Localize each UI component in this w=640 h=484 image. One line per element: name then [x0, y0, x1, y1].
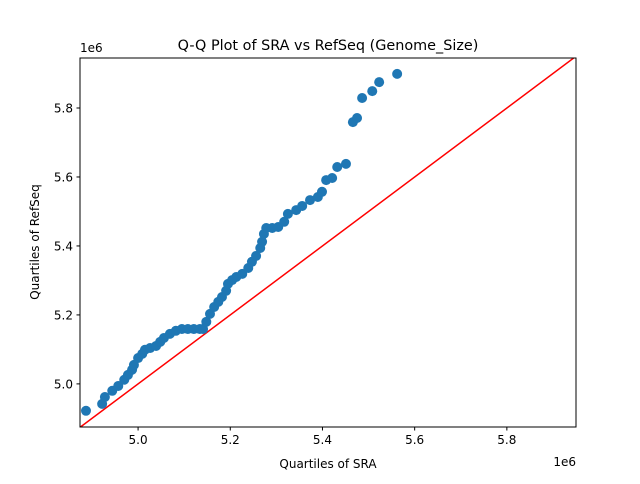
y-tick-label: 5.0 — [54, 377, 73, 391]
data-point — [317, 186, 328, 197]
data-point — [305, 195, 316, 206]
y-tick-label: 5.8 — [54, 102, 73, 116]
y-offset-label: 1e6 — [80, 41, 103, 55]
data-point — [367, 86, 378, 97]
data-point — [297, 200, 308, 211]
data-point — [357, 93, 368, 104]
data-point — [257, 236, 268, 247]
data-point — [279, 216, 290, 227]
data-point — [113, 380, 124, 391]
plot-frame — [79, 57, 577, 428]
data-point — [340, 158, 351, 169]
data-point — [251, 250, 262, 261]
x-tick-label: 5.6 — [405, 433, 424, 447]
data-point — [99, 391, 110, 402]
chart-title: Q-Q Plot of SRA vs RefSeq (Genome_Size) — [178, 38, 479, 54]
y-axis-label: Quartiles of RefSeq — [28, 184, 42, 300]
x-offset-label: 1e6 — [553, 455, 576, 469]
data-point — [352, 113, 363, 124]
y-tick-label: 5.6 — [54, 170, 73, 184]
y-tick-label: 5.4 — [54, 239, 73, 253]
data-point — [332, 161, 343, 172]
data-point — [80, 405, 91, 416]
data-point — [374, 77, 385, 88]
x-tick-label: 5.8 — [497, 433, 516, 447]
data-point — [327, 173, 338, 184]
x-tick-label: 5.0 — [129, 433, 148, 447]
data-point — [201, 316, 212, 327]
x-axis-label: Quartiles of SRA — [279, 457, 377, 471]
reference-line — [80, 58, 575, 427]
data-point — [282, 208, 293, 219]
y-tick-label: 5.2 — [54, 308, 73, 322]
x-tick-label: 5.2 — [221, 433, 240, 447]
data-point — [392, 68, 403, 79]
x-tick-label: 5.4 — [313, 433, 332, 447]
